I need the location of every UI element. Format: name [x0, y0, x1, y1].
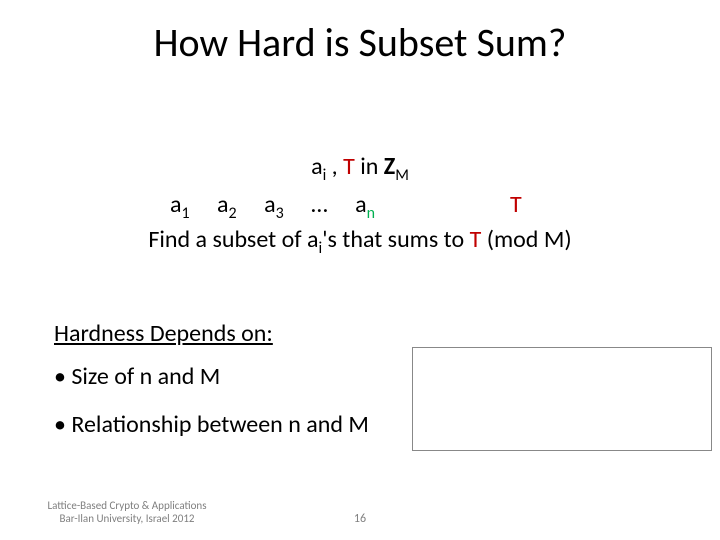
seq-a1-sub: 1 — [182, 204, 190, 223]
notation-comma: , — [326, 152, 343, 181]
notation-Z: Z — [384, 152, 395, 181]
notation-in: in — [355, 152, 384, 181]
seq-a1-base: a — [170, 190, 182, 219]
find-line: Find a subset of ai's that sums to T (mo… — [0, 225, 720, 258]
find-prefix: Find a subset of — [148, 225, 307, 254]
seq-an: an — [355, 190, 375, 223]
seq-a3: a3 — [264, 190, 284, 223]
footer-page: 16 — [0, 512, 720, 526]
hardness-title: Hardness Depends on: — [54, 319, 273, 348]
bullet-size: • Size of n and M — [54, 362, 220, 391]
find-T: T — [470, 225, 482, 254]
bullet-relationship: • Relationship between n and M — [54, 410, 369, 439]
notation-line: ai , T in ZM — [0, 152, 720, 185]
seq-ellipsis-base: … — [311, 190, 328, 219]
notation-a: a — [311, 152, 323, 181]
slide: How Hard is Subset Sum? ai , T in ZM a1 … — [0, 0, 720, 540]
find-mid: 's that sums to — [322, 225, 469, 254]
seq-ellipsis: … — [311, 190, 328, 219]
seq-an-base: a — [355, 190, 367, 219]
sequence-items: a1 a2 a3 … an — [170, 190, 397, 223]
seq-T: T — [510, 190, 522, 219]
right-box — [412, 347, 712, 451]
footer-line1: Lattice-Based Crypto & Applications — [22, 499, 232, 513]
seq-an-sub: n — [367, 204, 375, 223]
slide-title: How Hard is Subset Sum? — [0, 18, 720, 67]
find-a: a — [307, 225, 319, 254]
notation-sub-M: M — [395, 166, 409, 185]
seq-a3-base: a — [264, 190, 276, 219]
seq-a3-sub: 3 — [276, 204, 284, 223]
seq-a2: a2 — [217, 190, 237, 223]
seq-a2-base: a — [217, 190, 229, 219]
seq-a1: a1 — [170, 190, 190, 223]
seq-a2-sub: 2 — [229, 204, 237, 223]
notation-T: T — [343, 152, 355, 181]
find-suffix: (mod M) — [481, 225, 571, 254]
